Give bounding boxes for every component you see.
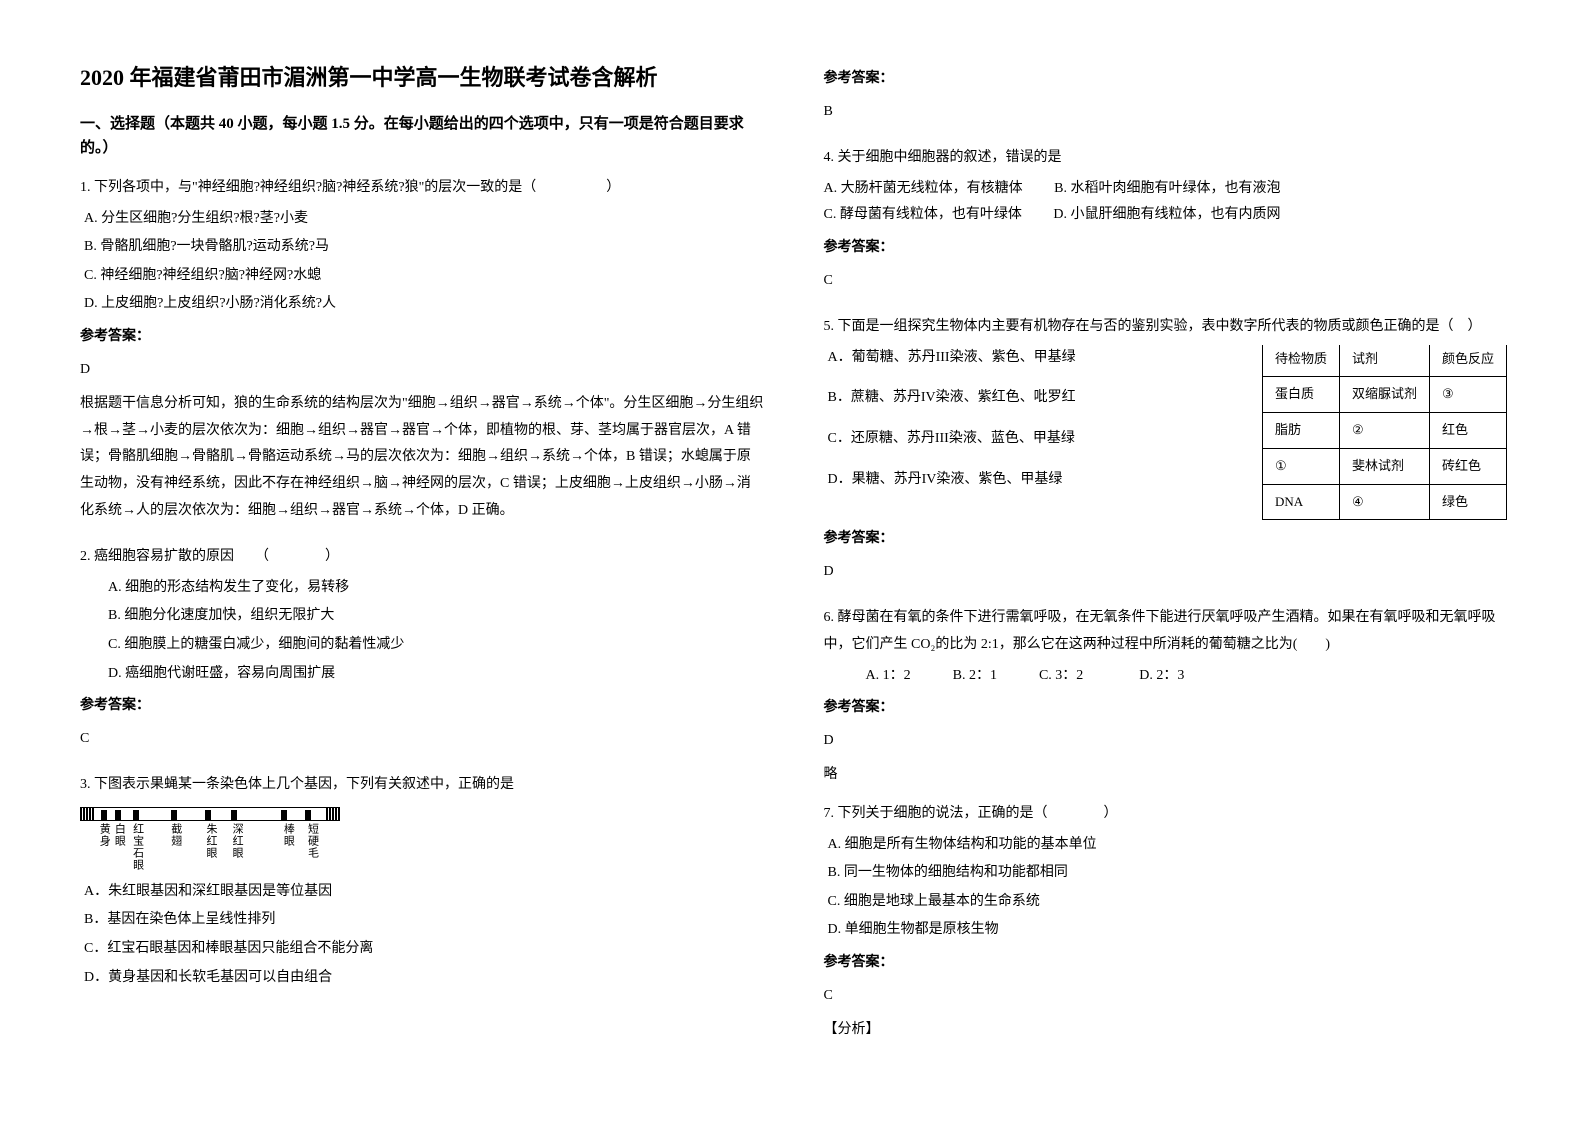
- th-color: 颜色反应: [1429, 345, 1506, 377]
- q4-row2: C. 酵母菌有线粒体，也有叶绿体 D. 小鼠肝细胞有线粒体，也有内质网: [824, 202, 1508, 229]
- q1-opt-b: B. 骨骼肌细胞?一块骨骼肌?运动系统?马: [84, 234, 764, 261]
- question-1: 1. 下列各项中，与"神经细胞?神经组织?脑?神经系统?狼"的层次一致的是（ ）…: [80, 175, 764, 532]
- q5-opt-a: A．葡萄糖、苏丹III染液、紫色、甲基绿: [828, 345, 1124, 372]
- q2-opt-c: C. 细胞膜上的糖蛋白减少，细胞间的黏着性减少: [108, 632, 764, 659]
- question-3-answer: 参考答案： B: [824, 60, 1508, 133]
- gene-tick: [133, 810, 139, 820]
- q5-opt-b: B．蔗糖、苏丹IV染液、紫红色、吡罗红: [828, 385, 1124, 412]
- gene-label: 深红眼: [230, 823, 243, 871]
- q3-answer: B: [824, 99, 1508, 126]
- q1-answer: D: [80, 357, 764, 384]
- table-row: DNA ④ 绿色: [1262, 484, 1506, 520]
- q1-opt-c: C. 神经细胞?神经组织?脑?神经网?水螅: [84, 263, 764, 290]
- q7-text: 7. 下列关于细胞的说法，正确的是（ ）: [824, 801, 1508, 828]
- q3-opt-c: C．红宝石眼基因和棒眼基因只能组合不能分离: [84, 936, 764, 963]
- q3-answer-label: 参考答案：: [824, 66, 1508, 93]
- gene-tick: [101, 810, 107, 820]
- gene-label: 朱红眼: [204, 823, 217, 871]
- gene-label: 截翅: [169, 823, 182, 871]
- gene-tick: [281, 810, 287, 820]
- gene-tick: [115, 810, 121, 820]
- q4-row1: A. 大肠杆菌无线粒体，有核糖体 B. 水稻叶肉细胞有叶绿体，也有液泡: [824, 176, 1508, 203]
- q7-opt-a: A. 细胞是所有生物体结构和功能的基本单位: [828, 832, 1508, 859]
- q2-text: 2. 癌细胞容易扩散的原因 （ ）: [80, 544, 764, 571]
- table-row: 脂肪 ② 红色: [1262, 413, 1506, 449]
- gene-tick: [205, 810, 211, 820]
- q1-opt-a: A. 分生区细胞?分生组织?根?茎?小麦: [84, 206, 764, 233]
- q2-opt-d: D. 癌细胞代谢旺盛，容易向周围扩展: [108, 661, 764, 688]
- q4-opt-c: C. 酵母菌有线粒体，也有叶绿体: [824, 207, 1022, 222]
- gene-label: 黄身: [97, 823, 110, 871]
- bar-end-left: [80, 807, 94, 821]
- q7-answer: C: [824, 983, 1508, 1010]
- question-5: 5. 下面是一组探究生物体内主要有机物存在与否的鉴别实验，表中数字所代表的物质或…: [824, 314, 1508, 593]
- table-row: 蛋白质 双缩脲试剂 ③: [1262, 377, 1506, 413]
- section-heading: 一、选择题（本题共 40 小题，每小题 1.5 分。在每小题给出的四个选项中，只…: [80, 112, 764, 160]
- q3-opt-b: B．基因在染色体上呈线性排列: [84, 907, 764, 934]
- question-6: 6. 酵母菌在有氧的条件下进行需氧呼吸，在无氧条件下能进行厌氧呼吸产生酒精。如果…: [824, 605, 1508, 789]
- gene-bar: [80, 807, 340, 821]
- gene-label: 棒眼: [281, 823, 294, 871]
- q1-explain: 根据题干信息分析可知，狼的生命系统的结构层次为"细胞→组织→器官→系统→个体"。…: [80, 391, 764, 524]
- q4-answer: C: [824, 268, 1508, 295]
- q6-answer-label: 参考答案：: [824, 695, 1508, 722]
- q7-opt-d: D. 单细胞生物都是原核生物: [828, 917, 1508, 944]
- question-4: 4. 关于细胞中细胞器的叙述，错误的是 A. 大肠杆菌无线粒体，有核糖体 B. …: [824, 145, 1508, 302]
- q4-opt-b: B. 水稻叶肉细胞有叶绿体，也有液泡: [1054, 181, 1280, 196]
- q1-opt-d: D. 上皮细胞?上皮组织?小肠?消化系统?人: [84, 291, 764, 318]
- q4-opt-a: A. 大肠杆菌无线粒体，有核糖体: [824, 181, 1023, 196]
- gene-labels: 黄身 白眼 红宝石眼 截翅 朱红眼 深红眼 棒眼 短硬毛: [80, 823, 344, 871]
- gene-diagram: 黄身 白眼 红宝石眼 截翅 朱红眼 深红眼 棒眼 短硬毛: [80, 807, 764, 871]
- q5-opt-d: D．果糖、苏丹IV染液、紫色、甲基绿: [828, 467, 1124, 494]
- q5-text: 5. 下面是一组探究生物体内主要有机物存在与否的鉴别实验，表中数字所代表的物质或…: [824, 314, 1508, 341]
- gene-tick: [231, 810, 237, 820]
- q5-answer: D: [824, 559, 1508, 586]
- q4-text: 4. 关于细胞中细胞器的叙述，错误的是: [824, 145, 1508, 172]
- q2-opt-a: A. 细胞的形态结构发生了变化，易转移: [108, 575, 764, 602]
- q1-answer-label: 参考答案：: [80, 324, 764, 351]
- q5-opt-c: C．还原糖、苏丹III染液、蓝色、甲基绿: [828, 426, 1124, 453]
- analysis-label: 【分析】: [824, 1017, 1508, 1044]
- q3-opt-d: D．黄身基因和长软毛基因可以自由组合: [84, 965, 764, 992]
- q7-opt-c: C. 细胞是地球上最基本的生命系统: [828, 889, 1508, 916]
- th-reagent: 试剂: [1339, 345, 1429, 377]
- q5-answer-label: 参考答案：: [824, 526, 1508, 553]
- gene-label: 短硬毛: [305, 823, 318, 871]
- q7-opt-b: B. 同一生物体的细胞结构和功能都相同: [828, 860, 1508, 887]
- q6-note: 略: [824, 762, 1508, 789]
- question-2: 2. 癌细胞容易扩散的原因 （ ） A. 细胞的形态结构发生了变化，易转移 B.…: [80, 544, 764, 760]
- q4-answer-label: 参考答案：: [824, 235, 1508, 262]
- q5-body: 待检物质 试剂 颜色反应 蛋白质 双缩脲试剂 ③ 脂肪 ② 红色 ① 斐林试剂: [824, 345, 1508, 520]
- bar-end-right: [326, 807, 340, 821]
- th-substance: 待检物质: [1262, 345, 1339, 377]
- table-header-row: 待检物质 试剂 颜色反应: [1262, 345, 1506, 377]
- q3-text: 3. 下图表示果蝇某一条染色体上几个基因，下列有关叙述中，正确的是: [80, 772, 764, 799]
- q5-options: A．葡萄糖、苏丹III染液、紫色、甲基绿 B．蔗糖、苏丹IV染液、紫红色、吡罗红…: [824, 345, 1124, 507]
- q6-options: A. 1：2 B. 2：1 C. 3：2 D. 2：3: [838, 663, 1508, 690]
- gene-label: 红宝石眼: [130, 823, 143, 871]
- page-title: 2020 年福建省莆田市湄洲第一中学高一生物联考试卷含解析: [80, 60, 764, 92]
- question-3: 3. 下图表示果蝇某一条染色体上几个基因，下列有关叙述中，正确的是: [80, 772, 764, 993]
- q7-answer-label: 参考答案：: [824, 950, 1508, 977]
- q2-answer: C: [80, 726, 764, 753]
- q3-opt-a: A．朱红眼基因和深红眼基因是等位基因: [84, 879, 764, 906]
- reagent-table: 待检物质 试剂 颜色反应 蛋白质 双缩脲试剂 ③ 脂肪 ② 红色 ① 斐林试剂: [1262, 345, 1507, 520]
- q2-opt-b: B. 细胞分化速度加快，组织无限扩大: [108, 603, 764, 630]
- question-7: 7. 下列关于细胞的说法，正确的是（ ） A. 细胞是所有生物体结构和功能的基本…: [824, 801, 1508, 1044]
- q4-opt-d: D. 小鼠肝细胞有线粒体，也有内质网: [1053, 207, 1280, 222]
- gene-label: 白眼: [112, 823, 125, 871]
- right-column: 参考答案： B 4. 关于细胞中细胞器的叙述，错误的是 A. 大肠杆菌无线粒体，…: [824, 60, 1508, 1062]
- gene-tick: [305, 810, 311, 820]
- gene-tick: [171, 810, 177, 820]
- q1-text: 1. 下列各项中，与"神经细胞?神经组织?脑?神经系统?狼"的层次一致的是（ ）: [80, 175, 764, 202]
- q6-text: 6. 酵母菌在有氧的条件下进行需氧呼吸，在无氧条件下能进行厌氧呼吸产生酒精。如果…: [824, 605, 1508, 658]
- table-row: ① 斐林试剂 砖红色: [1262, 448, 1506, 484]
- q6-answer: D: [824, 728, 1508, 755]
- left-column: 2020 年福建省莆田市湄洲第一中学高一生物联考试卷含解析 一、选择题（本题共 …: [80, 60, 764, 1062]
- q2-answer-label: 参考答案：: [80, 693, 764, 720]
